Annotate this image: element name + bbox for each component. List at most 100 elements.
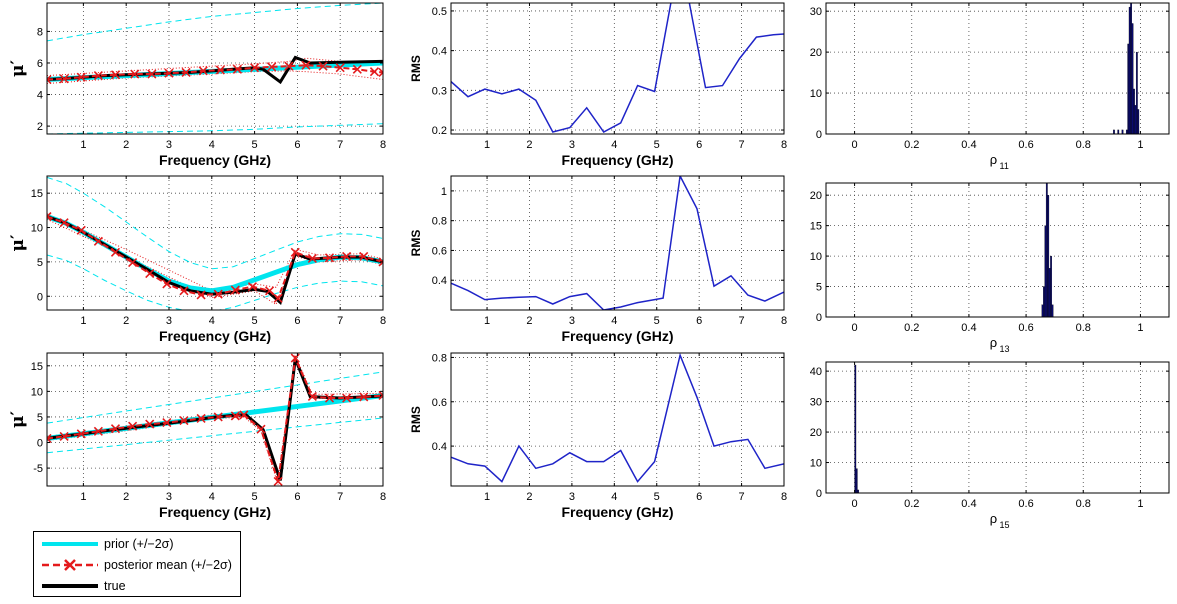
y-tick-label: 10 [810, 251, 822, 263]
posterior-marker [47, 211, 52, 222]
posterior-marker [59, 431, 69, 441]
posterior-marker [369, 67, 380, 77]
plot-area [451, 176, 784, 310]
x-tick-label: 6 [294, 139, 300, 151]
marker-stroke [47, 74, 52, 81]
marker-stroke [130, 69, 140, 79]
posterior-marker [273, 293, 283, 303]
marker-stroke [47, 437, 52, 443]
marker-stroke [378, 390, 383, 397]
posterior-marker [232, 64, 243, 74]
marker-stroke [181, 67, 191, 78]
marker-stroke [378, 394, 383, 401]
posterior-marker [230, 411, 240, 421]
y-tick-label: 0.2 [432, 125, 447, 137]
x-tick-label: 1 [1137, 139, 1143, 151]
histogram-bar [1135, 51, 1138, 134]
marker-stroke [232, 64, 243, 74]
series-prior-lower [47, 123, 383, 134]
x-tick-label: 1 [1137, 322, 1143, 334]
x-tick-label: 0.2 [904, 498, 919, 510]
marker-stroke [179, 286, 189, 296]
y-tick-label: 10 [31, 223, 43, 235]
plot-area [451, 353, 784, 486]
y-tick-label: 0 [816, 488, 822, 500]
axes-frame [46, 2, 384, 135]
marker-stroke [230, 285, 240, 295]
plot-area [826, 3, 1169, 134]
y-tick-label: 0.3 [432, 85, 447, 97]
marker-stroke [162, 418, 172, 428]
y-tick-label: 15 [31, 188, 43, 200]
histogram-bar [1050, 255, 1052, 317]
posterior-marker [213, 412, 223, 422]
histogram-bar [1137, 109, 1140, 134]
x-tick-label: 6 [294, 315, 300, 327]
marker-stroke [93, 426, 103, 436]
x-axis-label-subscript: 11 [1000, 161, 1009, 171]
posterior-marker [179, 286, 189, 296]
plot-area [826, 362, 1169, 493]
marker-stroke [290, 247, 300, 257]
plot-content-rms1 [451, 3, 784, 133]
histogram-bar [1044, 225, 1047, 317]
y-tick-label: 0.4 [432, 275, 447, 287]
histogram-bar [1127, 43, 1130, 134]
marker-stroke [93, 236, 103, 246]
x-tick-label: 8 [380, 315, 386, 327]
y-tick-label: 0.8 [432, 352, 447, 364]
chart-mu1: 1 2 3 4 5 6 7 8 2 4 6 8 Frequency (GHz) μ′ [8, 2, 386, 168]
axes-frame [825, 361, 1170, 494]
posterior-marker [147, 69, 157, 79]
marker-stroke [147, 69, 157, 79]
y-tick-label: 0.8 [432, 216, 447, 228]
x-tick-label: 1 [80, 139, 86, 151]
plot-content-hist13 [1041, 183, 1054, 317]
x-tick-label: 2 [123, 315, 129, 327]
marker-stroke [273, 476, 283, 486]
plot-content-rms2 [451, 176, 784, 310]
series-prior-upper [47, 371, 383, 424]
x-tick-label: 3 [166, 139, 172, 151]
x-tick-label: 0 [852, 139, 858, 151]
histogram-bar [1131, 23, 1134, 134]
marker-stroke [47, 215, 52, 222]
marker-stroke [198, 66, 208, 76]
marker-stroke [256, 424, 266, 434]
posterior-marker [162, 279, 172, 289]
plot-content-mu2 [47, 176, 383, 310]
y-tick-label: 5 [37, 412, 43, 424]
chart-rms3: 1 2 3 4 5 6 7 8 0.4 0.6 0.8 Frequency (GHz) RMS [409, 352, 787, 520]
x-tick-label: 8 [781, 491, 787, 503]
x-tick-label: 5 [654, 139, 660, 151]
x-tick-label: 2 [123, 491, 129, 503]
posterior-marker [378, 67, 383, 78]
marker-stroke [265, 286, 275, 296]
marker-stroke [369, 67, 380, 77]
x-tick-label: 7 [739, 315, 745, 327]
posterior-marker [128, 258, 138, 268]
posterior-marker [198, 66, 208, 76]
posterior-marker [290, 353, 300, 363]
x-tick-label: 5 [252, 315, 258, 327]
posterior-marker [352, 64, 362, 74]
marker-stroke [324, 393, 335, 403]
x-tick-label: 2 [526, 315, 532, 327]
marker-stroke [359, 251, 369, 261]
axes-frame [825, 2, 1170, 135]
marker-stroke [342, 251, 352, 261]
chart-rms1: 1 2 3 4 5 6 7 8 0.2 0.3 0.4 0.5 Frequency (GHz) RMS [409, 2, 787, 168]
y-tick-label: 15 [810, 221, 822, 233]
x-tick-label: 4 [611, 315, 617, 327]
histogram-bar [1048, 268, 1051, 317]
marker-stroke [59, 74, 69, 84]
posterior-marker [93, 426, 103, 436]
histogram-bar [1133, 88, 1135, 134]
chart-mu2: 1 2 3 4 5 6 7 8 0 5 10 15 Frequency (GHz) μ′ [8, 175, 386, 344]
x-axis-label: Frequency (GHz) [561, 152, 673, 168]
x-tick-label: 7 [337, 139, 343, 151]
histogram-bar [1047, 195, 1050, 317]
marker-stroke [352, 64, 362, 74]
x-tick-label: 8 [380, 491, 386, 503]
